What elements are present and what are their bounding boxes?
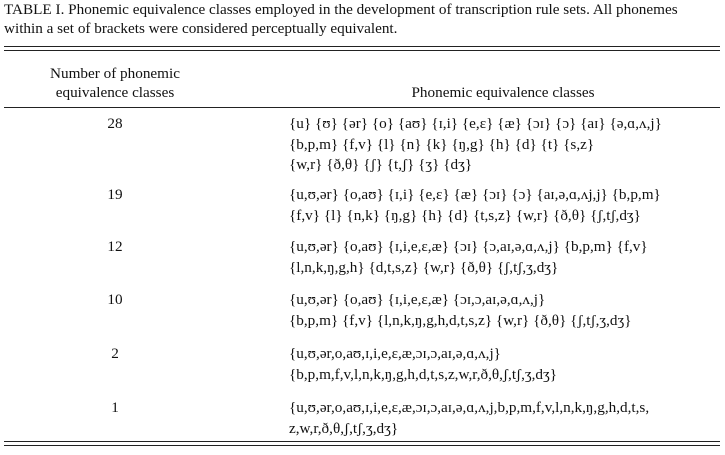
- header-left-line2: equivalence classes: [55, 84, 175, 101]
- row-number-10: 10: [107, 291, 123, 308]
- row-classes-10: {u,ʊ,ər} {o,aʊ} {ɪ,i,e,ɛ,æ} {ɔɪ,ɔ,aɪ,ə,ɑ…: [289, 291, 632, 329]
- row-number-2: 2: [111, 345, 119, 362]
- row-classes-28: {u} {ʊ} {ər} {o} {aʊ} {ɪ,i} {e,ɛ} {æ} {ɔ…: [289, 115, 662, 173]
- table-caption: TABLE I. Phonemic equivalence classes em…: [4, 1, 678, 37]
- row-classes-2: {u,ʊ,ər,o,aʊ,ɪ,i,e,ɛ,æ,ɔɪ,ɔ,aɪ,ə,ɑ,ʌ,j} …: [289, 345, 558, 383]
- row-number-1: 1: [111, 399, 119, 416]
- row-number-28: 28: [107, 115, 123, 132]
- row-classes-1: {u,ʊ,ər,o,aʊ,ɪ,i,e,ɛ,æ,ɔɪ,ɔ,aɪ,ə,ɑ,ʌ,j,b…: [289, 399, 650, 437]
- top-rule-lower: [4, 49, 720, 51]
- header-equivalence-classes: Phonemic equivalence classes: [411, 84, 595, 101]
- bottom-rule-lower: [4, 444, 720, 446]
- row-classes-19: {u,ʊ,ər} {o,aʊ} {ɪ,i} {e,ɛ} {æ} {ɔɪ} {ɔ}…: [289, 186, 661, 224]
- header-rule: [4, 107, 720, 109]
- bottom-rule-upper: [4, 441, 720, 443]
- top-rule-upper: [4, 46, 720, 48]
- row-number-19: 19: [107, 186, 123, 203]
- header-left-line1: Number of phonemic: [50, 65, 180, 82]
- header-number-of-classes: Number of phonemic equivalence classes: [0, 64, 230, 102]
- row-classes-12: {u,ʊ,ər} {o,aʊ} {ɪ,i,e,ɛ,æ} {ɔɪ} {ɔ,aɪ,ə…: [289, 238, 648, 276]
- row-number-12: 12: [107, 238, 123, 255]
